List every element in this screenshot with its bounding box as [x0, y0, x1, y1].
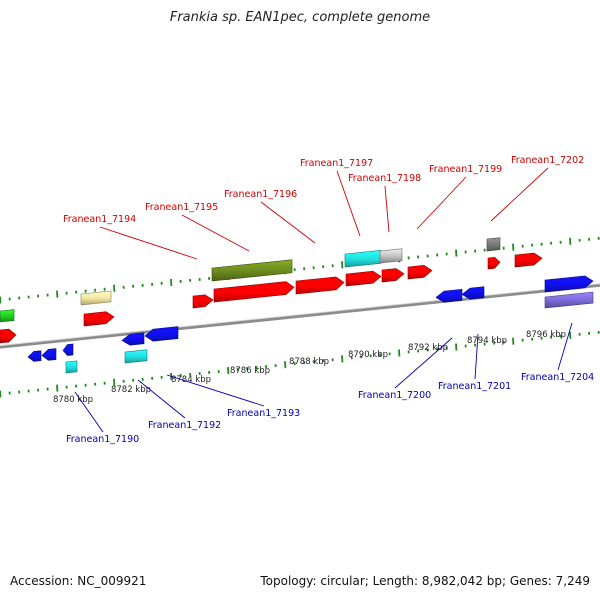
gene-arrow	[144, 326, 179, 342]
gene-arrow	[27, 350, 42, 362]
callout-line	[137, 379, 186, 419]
forward-gene-label: Franean1_7194	[63, 214, 136, 225]
gene-arrow	[213, 281, 295, 303]
callout-line	[74, 391, 104, 433]
gene-block	[486, 237, 501, 252]
gene-arrow	[121, 332, 145, 346]
gene-block	[0, 309, 15, 323]
callout-line	[416, 176, 467, 230]
lower-tick-track	[0, 330, 600, 398]
reverse-gene-label: Franean1_7192	[148, 420, 221, 431]
gene-block	[65, 360, 78, 374]
scale-label: 8786 kbp	[230, 366, 270, 376]
gene-arrow	[487, 257, 501, 270]
gene-block	[80, 290, 112, 306]
reverse-gene-label: Franean1_7200	[358, 390, 431, 401]
gene-block	[211, 259, 293, 282]
gene-arrow	[407, 265, 433, 280]
forward-gene-label: Franean1_7198	[348, 173, 421, 184]
forward-gene-label: Franean1_7195	[145, 202, 218, 213]
upper-tick-track	[0, 236, 600, 304]
scale-label: 8790 kbp	[348, 350, 388, 360]
gene-arrow	[41, 348, 57, 361]
forward-gene-label: Franean1_7202	[511, 155, 584, 166]
callout-line	[260, 201, 316, 244]
backbone-line	[0, 283, 600, 349]
map-title: Frankia sp. EAN1pec, complete genome	[169, 10, 431, 25]
genome-summary: Topology: circular; Length: 8,982,042 bp…	[260, 574, 590, 588]
backbone-highlight	[0, 283, 600, 346]
callout-line	[474, 333, 479, 380]
scale-label: 8782 kbp	[111, 385, 151, 395]
callout-line	[490, 167, 549, 222]
forward-gene-label: Franean1_7199	[429, 164, 502, 175]
scale-label: 8780 kbp	[53, 395, 93, 405]
callout-line	[557, 322, 573, 371]
reverse-gene-label: Franean1_7204	[521, 372, 594, 383]
scale-label: 8796 kbp	[526, 330, 566, 340]
callout-line	[181, 214, 250, 252]
scale-label: 8788 kbp	[289, 357, 329, 367]
scale-label: 8784 kbp	[171, 375, 211, 385]
forward-gene-label: Franean1_7196	[224, 189, 297, 200]
gene-block	[379, 248, 403, 264]
gene-arrow	[345, 270, 382, 287]
scale-label: 8794 kbp	[467, 336, 507, 346]
callout-line	[336, 170, 361, 237]
gene-block	[544, 291, 594, 309]
callout-line	[99, 226, 198, 260]
gene-arrow	[461, 286, 485, 300]
scale-label: 8792 kbp	[408, 343, 448, 353]
gene-arrow	[435, 288, 463, 303]
gene-arrow	[62, 343, 74, 356]
gene-block	[124, 349, 148, 364]
gene-arrow	[0, 328, 17, 344]
gene-arrow	[83, 311, 115, 327]
reverse-gene-label: Franean1_7201	[438, 381, 511, 392]
forward-gene-label: Franean1_7197	[300, 158, 373, 169]
gene-arrow	[544, 275, 594, 293]
gene-arrow	[381, 268, 405, 283]
reverse-gene-label: Franean1_7190	[66, 434, 139, 445]
gene-arrow	[295, 276, 345, 295]
reverse-gene-label: Franean1_7193	[227, 408, 300, 419]
accession-label: Accession: NC_009921	[10, 574, 147, 588]
callout-line	[384, 185, 390, 233]
gene-block	[344, 249, 382, 268]
callout-line	[394, 337, 453, 389]
callout-line	[166, 374, 265, 407]
gene-arrow	[514, 252, 543, 268]
gene-arrow	[192, 294, 214, 309]
